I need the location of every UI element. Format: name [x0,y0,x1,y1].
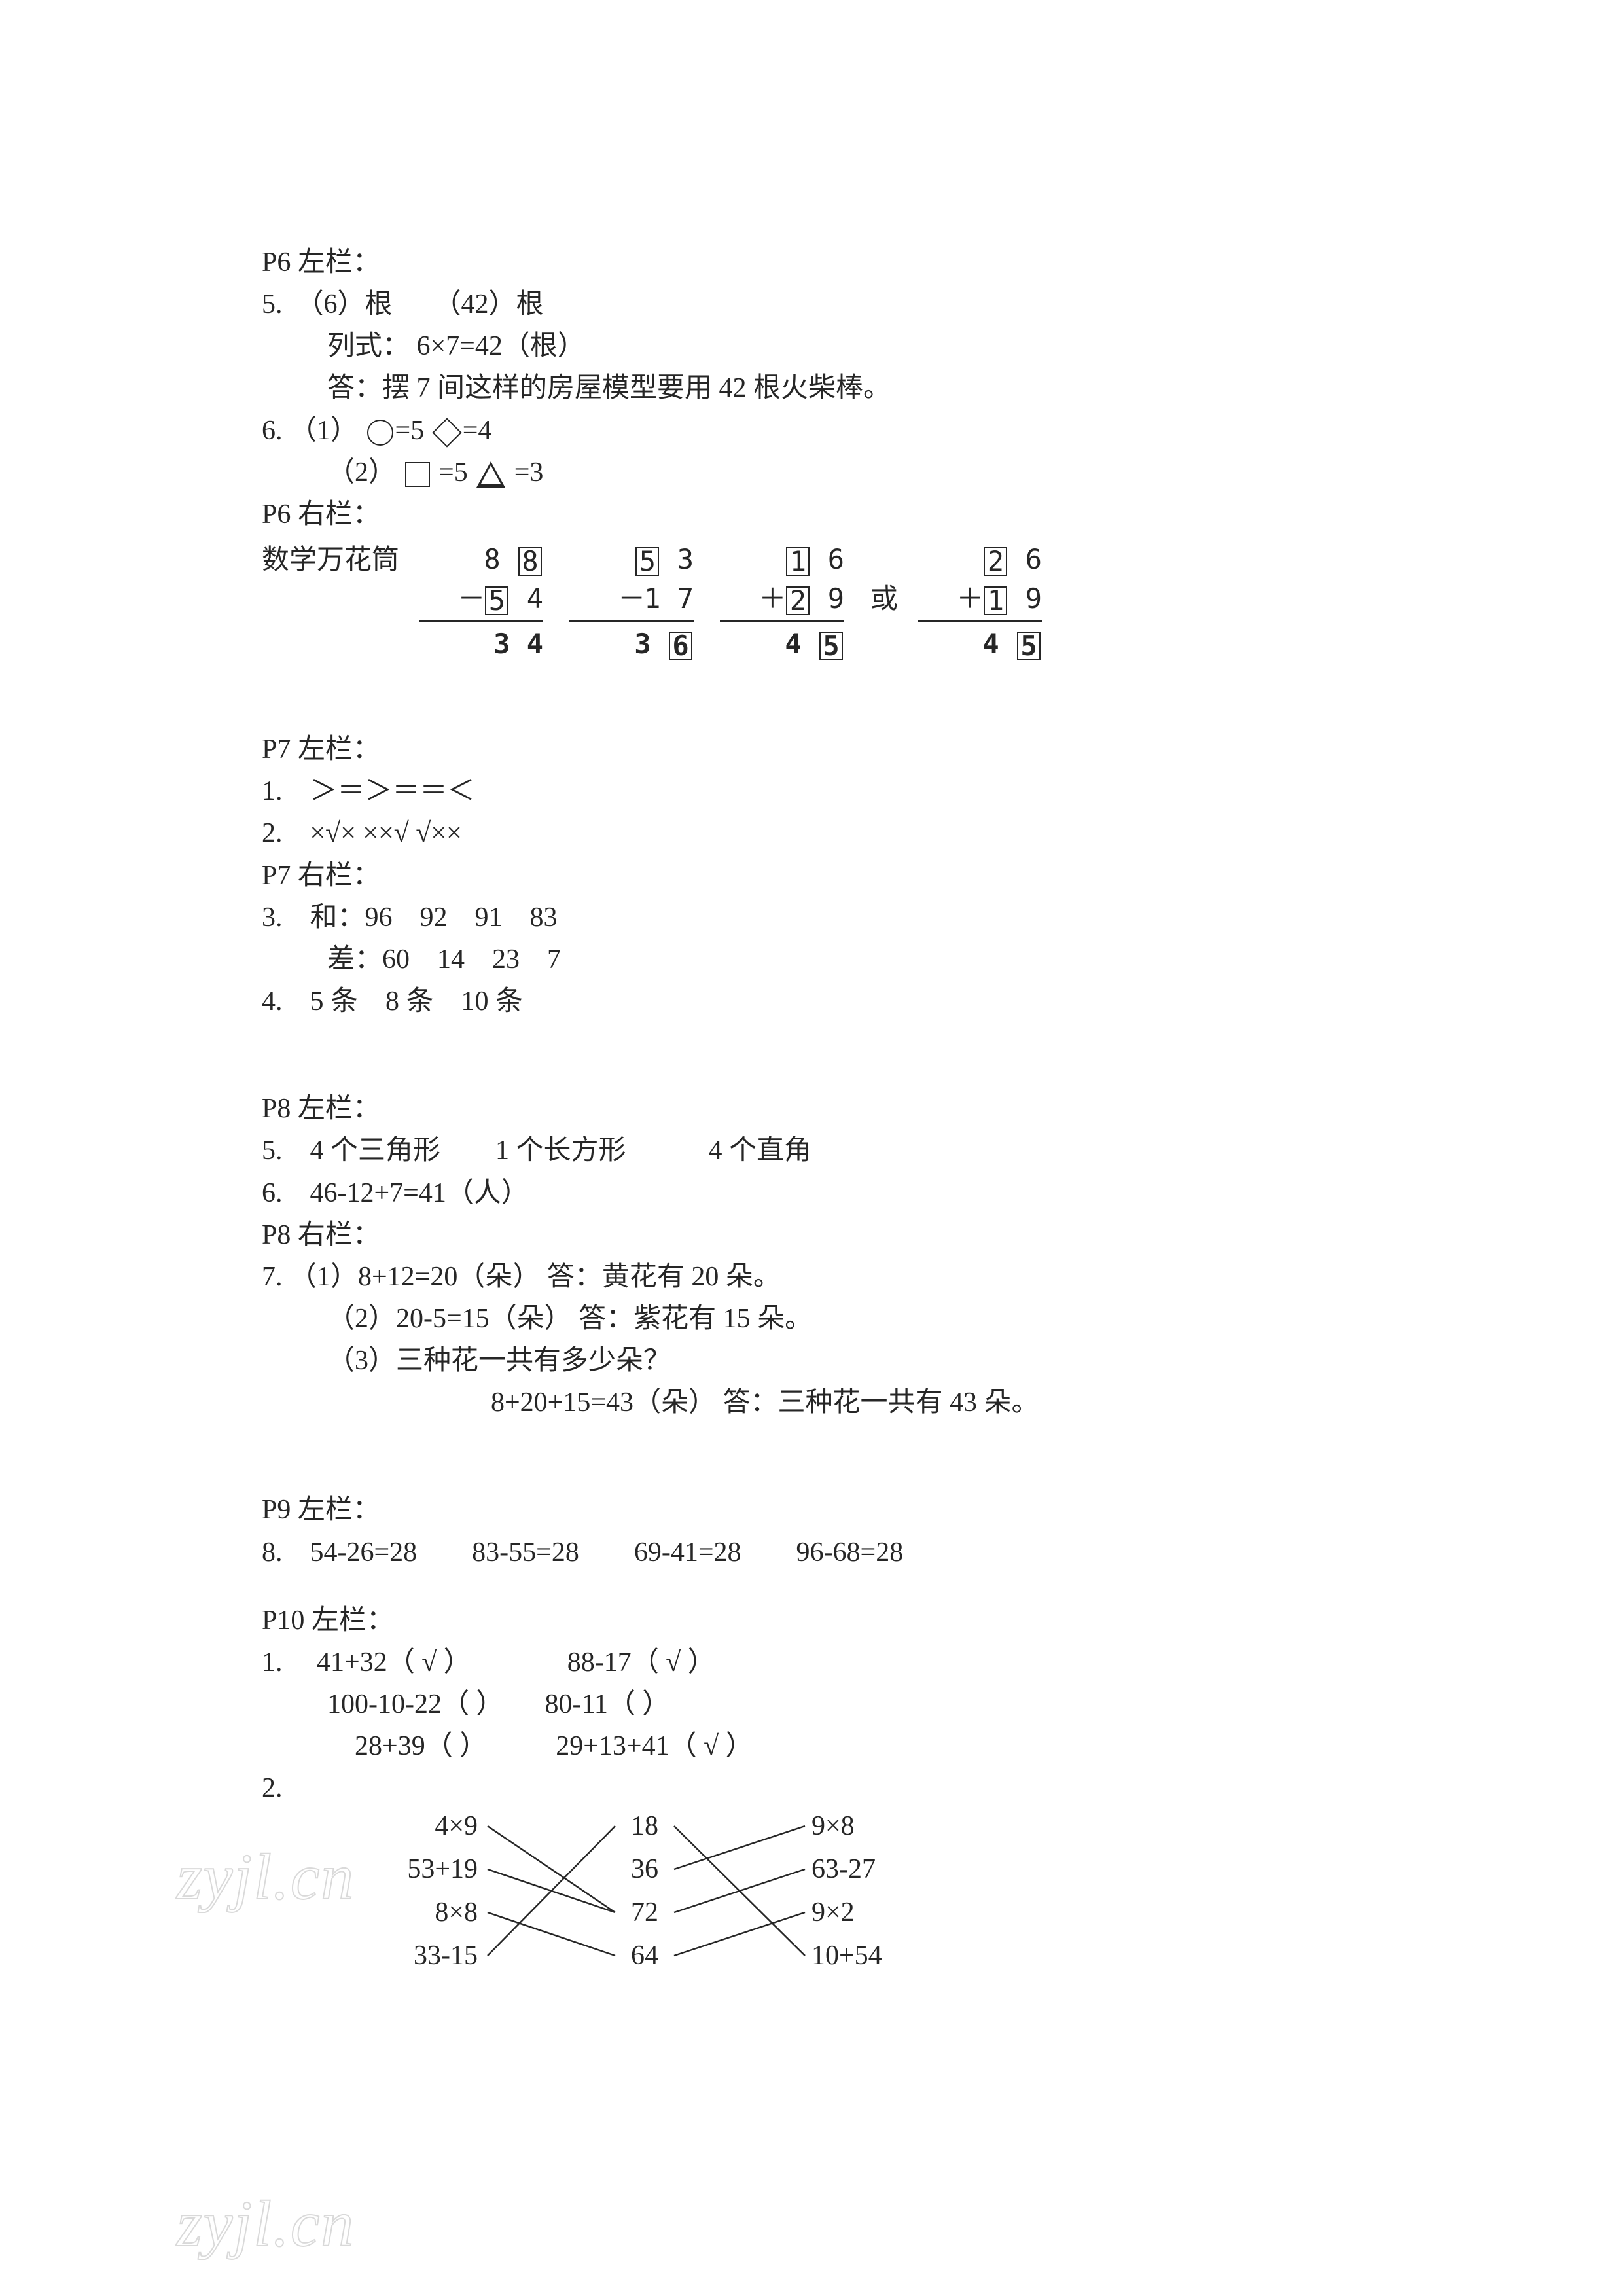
p8-q5: 5. 4 个三角形 1 个长方形 4 个直角 [262,1130,1374,1171]
match-left-col: 4×9 53+19 8×8 33-15 [386,1810,478,1971]
p7-q3a: 3. 和：96 92 91 83 [262,897,1374,938]
p10-q1-r3: 28+39（ ） 29+13+41（ √ ） [262,1726,1374,1767]
match-left-item: 8×8 [386,1897,478,1928]
p7-q1: 1. ＞＝＞＝＝＜ [262,771,1374,812]
c3-top-b: 6 [828,543,844,575]
p6-q5-line1: 5. （6）根 （42）根 [262,284,1374,325]
square-eq: =5 [432,457,468,488]
p8-q7-1: 7. （1）8+12=20（朵） 答：黄花有 20 朵。 [262,1257,1374,1297]
c3-top-a-box: 1 [786,547,810,576]
p9-q8: 8. 54-26=28 83-55=28 69-41=28 96-68=28 [262,1532,1374,1573]
diamond-icon [432,418,461,447]
p7-q2: 2. ×√× ××√ √×× [262,813,1374,853]
c1-mid-a-box: 5 [485,586,508,615]
c1-top-a: 8 [484,543,500,575]
match-mid-item: 64 [622,1940,668,1971]
c3-res-a: 4 [785,628,801,660]
watermark-1: zyjl.cn [177,1839,355,1914]
p6-right-heading: P6 右栏： [262,494,1374,535]
p7-q4: 4. 5 条 8 条 10 条 [262,981,1374,1022]
match-mid-item: 18 [622,1810,668,1842]
q1-r2b: 80-11（ ） [545,1689,670,1719]
p6-q6-2-label: （2） [327,457,396,488]
c3-mid-b: 9 [828,583,844,615]
match-right-item: 10+54 [812,1940,916,1971]
q1-r3b: 29+13+41（ √ ） [556,1731,753,1761]
c4-res-b-box: 5 [1017,632,1041,660]
arith-col-4: 2 6 ＋1 9 4 5 [918,540,1042,664]
p6-q5-line2: 列式： 6×7=42（根） [262,326,1374,367]
c2-res-b-box: 6 [669,632,692,660]
p8-left-heading: P8 左栏： [262,1088,1374,1129]
c3-mid-a-box: 2 [786,586,810,615]
p10-q1-r1: 1. 41+32（ √ ） 88-17（ √ ） [262,1642,1374,1683]
match-diagram: 4×9 53+19 8×8 33-15 18 36 72 64 9×8 63-27 9×2 10+… [340,1810,1126,1981]
square-icon [405,462,430,487]
q1-r2a: 100-10-22（ ） [327,1689,490,1719]
c3-op: ＋ [758,579,785,619]
p6-q6-label: 6. （1） [262,416,358,446]
p6-left-heading: P6 左栏： [262,242,1374,283]
c4-op: ＋ [956,579,982,619]
c3-res-b-box: 5 [819,632,843,660]
c4-mid-b: 9 [1026,583,1042,615]
p8-q7-3b: 8+20+15=43（朵） 答：三种花一共有 43 朵。 [262,1382,1374,1423]
c2-top-b: 3 [660,543,694,575]
p8-q7-2: （2）20-5=15（朵） 答：紫花有 15 朵。 [262,1299,1374,1339]
c4-mid-a-box: 1 [984,586,1007,615]
c1-op: － [457,579,484,619]
triangle-eq: =3 [507,457,543,488]
p10-q2-label: 2. [262,1768,1374,1808]
p8-q6: 6. 46-12+7=41（人） [262,1173,1374,1213]
match-left-item: 33-15 [386,1940,478,1971]
match-right-item: 9×2 [812,1897,916,1928]
arith-row: 数学万花筒 8 8 －5 4 3 4 5 3 －1 7 3 6 1 6 ＋2 9… [262,540,1374,664]
c2-top-a-box: 5 [635,547,659,576]
match-right-item: 63-27 [812,1854,916,1885]
match-left-item: 4×9 [386,1810,478,1842]
diamond-eq: =4 [463,416,492,446]
circle-eq: =5 [395,416,425,446]
match-left-item: 53+19 [386,1854,478,1885]
c4-res-a: 4 [982,628,999,660]
watermark-2: zyjl.cn [177,2186,355,2261]
c1-res: 3 4 [419,624,543,664]
match-mid-item: 72 [622,1897,668,1928]
q1-r1b: 88-17（ √ ） [567,1647,715,1677]
c2-op: － [618,579,644,619]
p10-left-heading: P10 左栏： [262,1600,1374,1641]
arith-label: 数学万花筒 [262,540,419,581]
p8-right-heading: P8 右栏： [262,1215,1374,1255]
match-mid-item: 36 [622,1854,668,1885]
p8-q7-3: （3）三种花一共有多少朵？ [262,1340,1374,1381]
p9-left-heading: P9 左栏： [262,1490,1374,1530]
c4-top-a-box: 2 [984,547,1007,576]
c2-mid: 1 7 [644,583,694,615]
c1-mid-b: 4 [527,583,543,615]
c1-top-b-box: 8 [518,547,542,576]
arith-col-3: 1 6 ＋2 9 4 5 [720,540,844,664]
p10-q1-r2: 100-10-22（ ） 80-11（ ） [262,1684,1374,1725]
match-mid-col: 18 36 72 64 [622,1810,668,1971]
or-label: 或 [870,540,898,620]
c4-top-b: 6 [1008,543,1042,575]
p7-q3b: 差：60 14 23 7 [262,939,1374,980]
p6-q5-line3: 答：摆 7 间这样的房屋模型要用 42 根火柴棒。 [262,368,1374,408]
triangle-icon [476,461,505,488]
q1-r1a: 41+32（ √ ） [317,1647,457,1677]
circle-icon [367,420,393,446]
arith-col-2: 5 3 －1 7 3 6 [569,540,694,664]
p7-left-heading: P7 左栏： [262,729,1374,770]
q1-r3a: 28+39（ ） [355,1731,473,1761]
arith-col-1: 8 8 －5 4 3 4 [419,540,543,664]
match-right-col: 9×8 63-27 9×2 10+54 [812,1810,916,1971]
p7-right-heading: P7 右栏： [262,855,1374,896]
p6-q6-row1: 6. （1） =5 =4 [262,410,1374,451]
c2-res-a: 3 [634,628,651,660]
match-right-item: 9×8 [812,1810,916,1842]
p6-q6-row2: （2） =5 =3 [262,452,1374,493]
